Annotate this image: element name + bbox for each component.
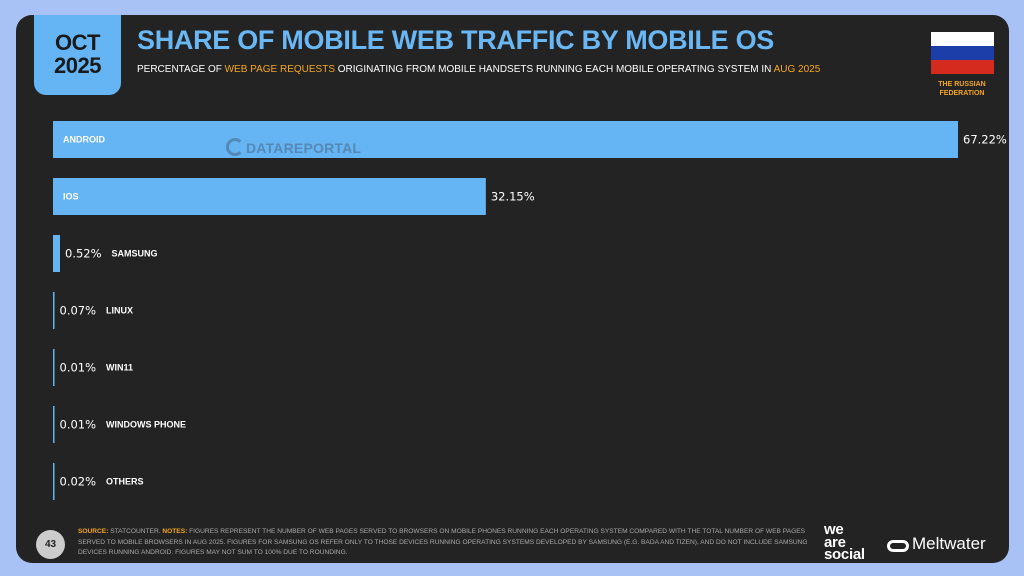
bar-win11 (53, 349, 55, 386)
value-label: 0.52% (65, 247, 102, 261)
date-year: 2025 (54, 53, 101, 78)
category-label: WINDOWS PHONE (106, 420, 186, 430)
country-line-2: FEDERATION (939, 90, 985, 97)
source-text: STATCOUNTER. (108, 528, 163, 535)
slide: OCT 2025 SHARE OF MOBILE WEB TRAFFIC BY … (16, 15, 1009, 563)
category-label: IOS (63, 192, 79, 202)
russia-flag-icon (931, 32, 994, 74)
bar-samsung (53, 235, 61, 272)
bar-linux (53, 292, 55, 329)
meltwater-text: Meltwater (912, 534, 986, 553)
notes-text: FIGURES REPRESENT THE NUMBER OF WEB PAGE… (78, 528, 808, 556)
date-badge: OCT 2025 (34, 15, 121, 95)
we-are-social-logo: we are social (824, 521, 865, 563)
bar-chart: 67.22% ANDROID 32.15% IOS 0.52% SAMSUNG 0.07% L… (53, 121, 1007, 500)
value-label: 0.02% (60, 475, 97, 489)
category-label: WIN11 (106, 363, 133, 373)
datareportal-logo-icon (226, 138, 244, 156)
notes-label: NOTES: (162, 528, 188, 535)
watermark-text: DATAREPORTAL (246, 140, 362, 156)
page-subtitle: PERCENTAGE OF WEB PAGE REQUESTS ORIGINAT… (137, 64, 820, 75)
logo-line-2: are (824, 533, 846, 551)
value-label: 0.01% (60, 361, 97, 375)
country-label: THE RUSSIAN FEDERATION (921, 80, 1003, 98)
source-notes: SOURCE: STATCOUNTER. NOTES: FIGURES REPR… (78, 527, 811, 559)
meltwater-logo-icon (887, 540, 909, 552)
page-title: SHARE OF MOBILE WEB TRAFFIC BY MOBILE OS (137, 25, 775, 55)
datareportal-watermark: DATAREPORTAL (226, 138, 361, 156)
subtitle-highlight-1: WEB PAGE REQUESTS (224, 64, 335, 75)
value-label: 32.15% (491, 190, 535, 204)
logo-line-3: social (824, 546, 865, 563)
category-label: OTHERS (106, 477, 144, 487)
subtitle-highlight-2: AUG 2025 (773, 64, 821, 75)
subtitle-text-1: PERCENTAGE OF (137, 64, 225, 75)
meltwater-logo: Meltwater (887, 534, 986, 554)
bar-windows-phone (53, 406, 55, 443)
page-number: 43 (36, 530, 65, 559)
date-month: OCT (55, 30, 100, 55)
category-label: SAMSUNG (112, 249, 158, 259)
source-label: SOURCE: (78, 528, 109, 535)
bar-others (53, 463, 55, 500)
category-label: LINUX (106, 306, 133, 316)
value-label: 67.22% (963, 133, 1007, 147)
logo-line-1: we (824, 521, 844, 538)
bar-android (53, 121, 958, 158)
value-label: 0.07% (60, 304, 97, 318)
subtitle-text-2: ORIGINATING FROM MOBILE HANDSETS RUNNING… (335, 64, 774, 75)
country-line-1: THE RUSSIAN (938, 81, 986, 88)
bar-ios (53, 178, 486, 215)
category-label: ANDROID (63, 135, 105, 145)
value-label: 0.01% (60, 418, 97, 432)
